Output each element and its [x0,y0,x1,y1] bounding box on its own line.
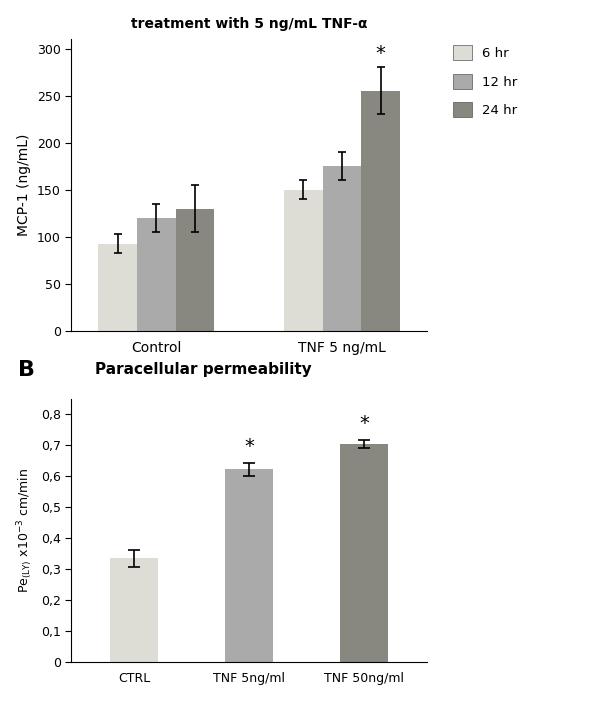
Text: *: * [375,43,385,63]
Y-axis label: Pe$_{\mathregular{(LY)}}$ x10$^{\mathregular{-3}}$ cm/min: Pe$_{\mathregular{(LY)}}$ x10$^{\mathreg… [15,468,35,593]
Legend: 6 hr, 12 hr, 24 hr: 6 hr, 12 hr, 24 hr [448,40,522,122]
Bar [137,218,176,331]
Bar [284,190,323,331]
Bar [98,244,137,331]
Bar [110,558,158,662]
Text: *: * [244,436,254,456]
Bar [323,167,361,331]
Text: B: B [18,360,35,379]
Title: treatment with 5 ng/mL TNF-α: treatment with 5 ng/mL TNF-α [131,17,367,31]
Bar [225,469,273,662]
Text: Paracellular permeability: Paracellular permeability [95,362,312,377]
Bar [176,209,214,331]
Text: *: * [359,414,369,434]
Y-axis label: MCP-1 (ng/mL): MCP-1 (ng/mL) [17,134,31,236]
Bar [361,91,400,331]
Bar [340,444,388,662]
